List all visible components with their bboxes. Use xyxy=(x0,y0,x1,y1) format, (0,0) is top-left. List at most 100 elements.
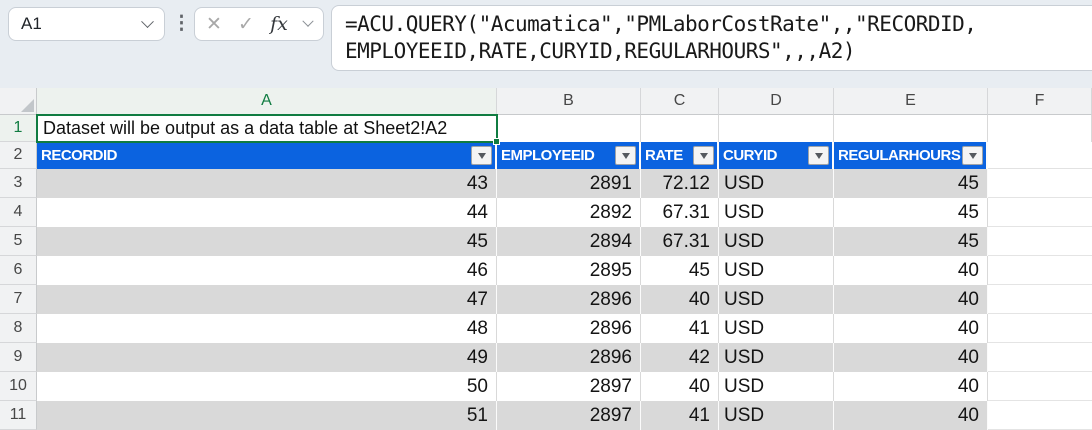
table-row: 3 43 2891 72.12 USD 45 xyxy=(0,169,1092,198)
chevron-down-icon[interactable] xyxy=(141,14,154,28)
cell[interactable] xyxy=(988,401,1092,430)
cell-d1[interactable] xyxy=(719,115,834,142)
cell[interactable]: 2896 xyxy=(497,285,641,314)
row-header-1[interactable]: 1 xyxy=(0,115,37,142)
cell[interactable]: 40 xyxy=(641,372,719,401)
filter-button[interactable] xyxy=(471,146,492,165)
cell[interactable] xyxy=(988,227,1092,256)
cell-f1[interactable] xyxy=(988,115,1092,142)
cell[interactable]: 45 xyxy=(834,169,988,198)
cell[interactable]: 2897 xyxy=(497,401,641,430)
row-header-4[interactable]: 4 xyxy=(0,198,37,227)
cell[interactable]: USD xyxy=(719,401,834,430)
column-header-a[interactable]: A xyxy=(37,88,497,115)
table-header-employeeid[interactable]: EMPLOYEEID xyxy=(497,142,641,169)
cell[interactable]: 49 xyxy=(37,343,497,372)
cell[interactable] xyxy=(988,198,1092,227)
cell[interactable]: 51 xyxy=(37,401,497,430)
formula-input[interactable]: =ACU.QUERY("Acumatica","PMLaborCostRate"… xyxy=(331,5,1092,71)
drag-handle-icon: ⋮ xyxy=(172,13,191,34)
filter-button[interactable] xyxy=(808,146,829,165)
cell[interactable]: 45 xyxy=(834,198,988,227)
table-header-rate[interactable]: RATE xyxy=(641,142,719,169)
cell[interactable]: 2892 xyxy=(497,198,641,227)
cell[interactable] xyxy=(988,285,1092,314)
cell[interactable]: USD xyxy=(719,343,834,372)
cell[interactable]: USD xyxy=(719,198,834,227)
cell[interactable]: 2895 xyxy=(497,256,641,285)
cell-c1[interactable] xyxy=(641,115,719,142)
cell[interactable]: USD xyxy=(719,372,834,401)
cell[interactable]: 43 xyxy=(37,169,497,198)
cell[interactable] xyxy=(988,256,1092,285)
cell[interactable]: 48 xyxy=(37,314,497,343)
cell[interactable]: 67.31 xyxy=(641,227,719,256)
cell[interactable] xyxy=(988,372,1092,401)
cell[interactable]: 40 xyxy=(834,314,988,343)
column-header-f[interactable]: F xyxy=(988,88,1092,115)
column-header-b[interactable]: B xyxy=(497,88,641,115)
cell[interactable]: 44 xyxy=(37,198,497,227)
cell[interactable]: 2896 xyxy=(497,343,641,372)
filter-button[interactable] xyxy=(693,146,714,165)
cell[interactable]: 40 xyxy=(834,401,988,430)
cell-e1[interactable] xyxy=(834,115,988,142)
cell[interactable]: 45 xyxy=(37,227,497,256)
cell-b1[interactable] xyxy=(497,115,641,142)
select-all-button[interactable] xyxy=(0,88,37,115)
table-header-recordid[interactable]: RECORDID xyxy=(37,142,497,169)
chevron-down-icon[interactable] xyxy=(302,15,314,27)
enter-icon[interactable]: ✓ xyxy=(238,13,254,35)
column-header-c[interactable]: C xyxy=(641,88,719,115)
cell[interactable]: 2891 xyxy=(497,169,641,198)
row-header-9[interactable]: 9 xyxy=(0,343,37,372)
cell[interactable]: USD xyxy=(719,314,834,343)
table-header-curyid[interactable]: CURYID xyxy=(719,142,834,169)
cell[interactable]: 40 xyxy=(834,285,988,314)
filter-button[interactable] xyxy=(615,146,636,165)
cell[interactable]: 45 xyxy=(834,227,988,256)
cell[interactable]: 40 xyxy=(834,372,988,401)
cell[interactable]: 2897 xyxy=(497,372,641,401)
cell[interactable]: 40 xyxy=(641,285,719,314)
row-header-2[interactable]: 2 xyxy=(0,142,37,169)
cancel-icon[interactable]: ✕ xyxy=(206,13,222,35)
cell[interactable]: USD xyxy=(719,285,834,314)
cell[interactable]: 46 xyxy=(37,256,497,285)
insert-function-icon[interactable]: fx xyxy=(270,13,288,35)
cell[interactable]: USD xyxy=(719,227,834,256)
cell[interactable]: 2894 xyxy=(497,227,641,256)
cell[interactable]: 47 xyxy=(37,285,497,314)
cell[interactable]: 41 xyxy=(641,401,719,430)
cell[interactable]: 72.12 xyxy=(641,169,719,198)
cell[interactable]: 50 xyxy=(37,372,497,401)
name-box[interactable]: A1 xyxy=(8,7,165,41)
row-header-7[interactable]: 7 xyxy=(0,285,37,314)
cell-f2[interactable] xyxy=(988,142,1092,169)
row-header-10[interactable]: 10 xyxy=(0,372,37,401)
cell-a1[interactable]: Dataset will be output as a data table a… xyxy=(37,115,497,142)
cell[interactable]: 2896 xyxy=(497,314,641,343)
row-header-6[interactable]: 6 xyxy=(0,256,37,285)
cell[interactable]: 40 xyxy=(834,343,988,372)
table-row: 4 44 2892 67.31 USD 45 xyxy=(0,198,1092,227)
cell[interactable]: 42 xyxy=(641,343,719,372)
cell[interactable]: 67.31 xyxy=(641,198,719,227)
cell[interactable] xyxy=(988,343,1092,372)
row-header-11[interactable]: 11 xyxy=(0,401,37,430)
cell[interactable]: 45 xyxy=(641,256,719,285)
cell[interactable]: USD xyxy=(719,169,834,198)
cell[interactable]: USD xyxy=(719,256,834,285)
formula-line: EMPLOYEEID,RATE,CURYID,REGULARHOURS",,,A… xyxy=(345,39,856,63)
cell[interactable] xyxy=(988,169,1092,198)
cell[interactable] xyxy=(988,314,1092,343)
column-header-e[interactable]: E xyxy=(834,88,988,115)
row-header-5[interactable]: 5 xyxy=(0,227,37,256)
row-header-3[interactable]: 3 xyxy=(0,169,37,198)
row-header-8[interactable]: 8 xyxy=(0,314,37,343)
filter-button[interactable] xyxy=(962,146,983,165)
table-header-regularhours[interactable]: REGULARHOURS xyxy=(834,142,988,169)
column-header-d[interactable]: D xyxy=(719,88,834,115)
cell[interactable]: 40 xyxy=(834,256,988,285)
cell[interactable]: 41 xyxy=(641,314,719,343)
